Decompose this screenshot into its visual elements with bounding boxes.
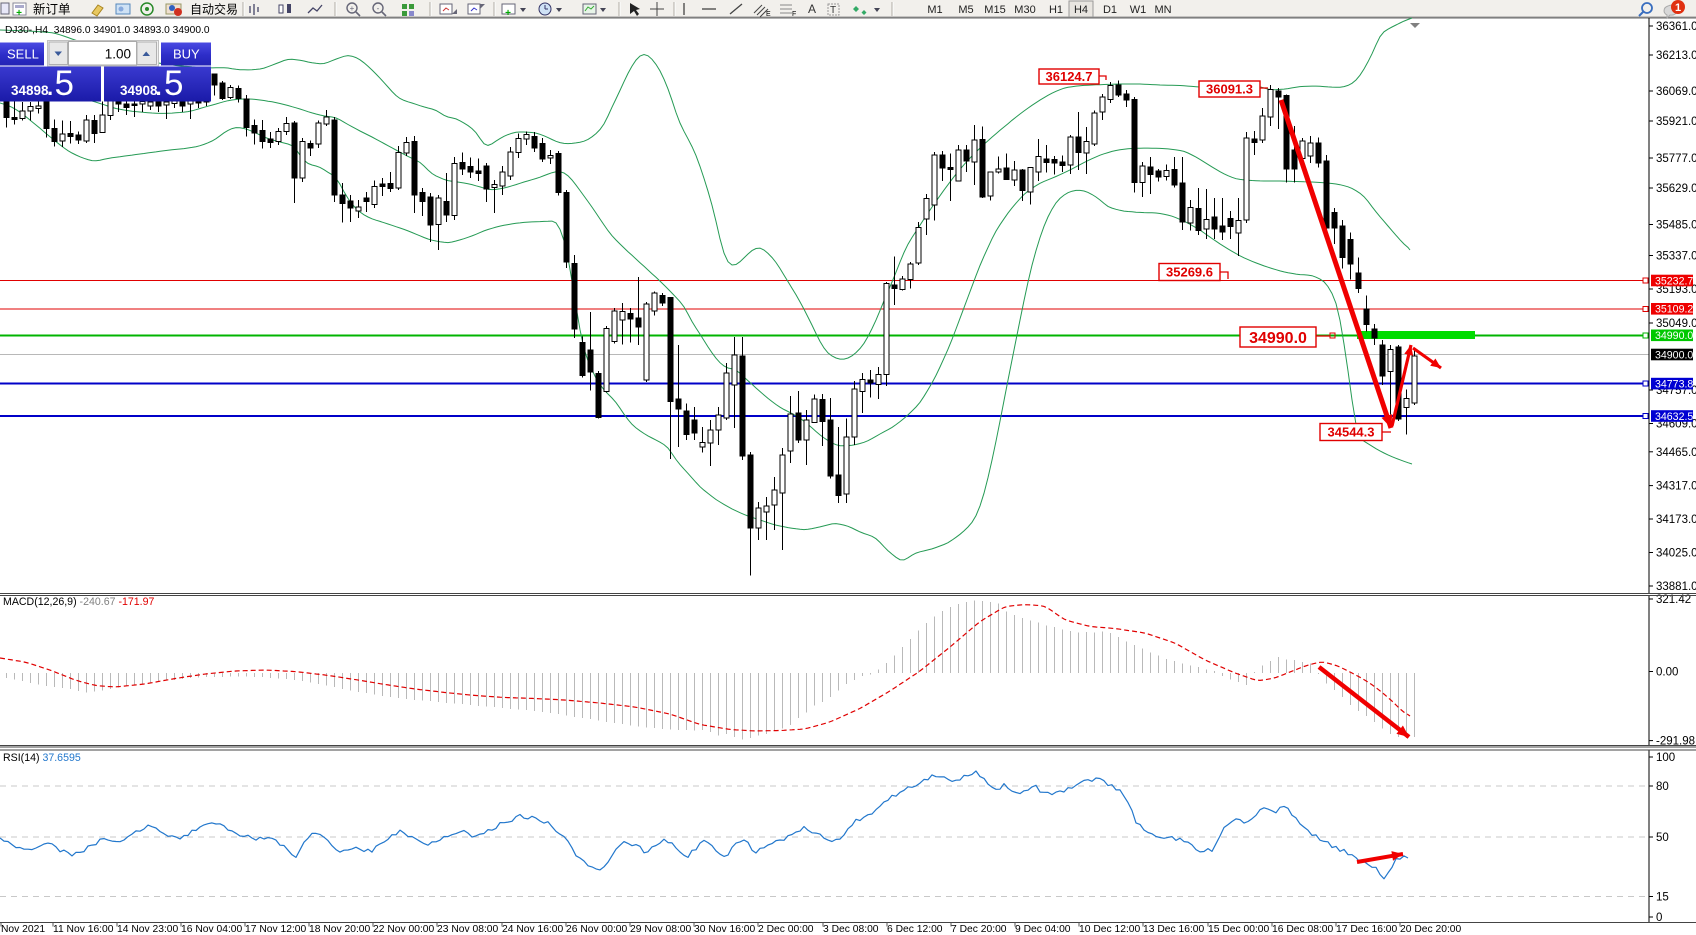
svg-text:35049.0: 35049.0	[1656, 318, 1696, 330]
svg-text:Nov 2021: Nov 2021	[1, 924, 45, 935]
svg-text:自动交易: 自动交易	[190, 2, 238, 17]
svg-text:33881.0: 33881.0	[1656, 581, 1696, 593]
svg-text:34465.0: 34465.0	[1656, 447, 1696, 459]
svg-text:36124.7: 36124.7	[1046, 69, 1093, 84]
svg-text:3 Dec 08:00: 3 Dec 08:00	[823, 924, 879, 935]
svg-text:36091.3: 36091.3	[1206, 82, 1253, 97]
svg-text:29 Nov 08:00: 29 Nov 08:00	[630, 924, 692, 935]
svg-text:34773.8: 34773.8	[1655, 378, 1693, 390]
svg-text:+: +	[350, 4, 355, 13]
svg-text:M15: M15	[984, 4, 1005, 16]
svg-text:D1: D1	[1103, 4, 1117, 16]
svg-text:16 Nov 04:00: 16 Nov 04:00	[181, 924, 243, 935]
svg-text:23 Nov 08:00: 23 Nov 08:00	[437, 924, 499, 935]
svg-text:M30: M30	[1014, 4, 1035, 16]
svg-text:14 Nov 23:00: 14 Nov 23:00	[117, 924, 179, 935]
svg-text:35629.0: 35629.0	[1656, 183, 1696, 195]
svg-text:35921.0: 35921.0	[1656, 116, 1696, 128]
svg-text:SELL: SELL	[7, 47, 39, 62]
svg-text:RSI(14) 37.6595: RSI(14) 37.6595	[3, 752, 81, 764]
svg-text:A: A	[808, 2, 816, 16]
svg-text:5: 5	[164, 64, 183, 103]
svg-text:34990.0: 34990.0	[1655, 330, 1693, 342]
svg-text:.: .	[47, 75, 53, 100]
svg-text:34317.0: 34317.0	[1656, 481, 1696, 493]
svg-text:0.00: 0.00	[1656, 667, 1678, 679]
svg-text:35232.7: 35232.7	[1655, 275, 1693, 287]
svg-text:+: +	[16, 8, 22, 19]
svg-text:W1: W1	[1130, 4, 1147, 16]
svg-text:0: 0	[1656, 912, 1662, 924]
svg-text:6 Dec 12:00: 6 Dec 12:00	[887, 924, 943, 935]
svg-text:+: +	[505, 8, 511, 19]
svg-text:15 Dec 00:00: 15 Dec 00:00	[1208, 924, 1270, 935]
svg-text:16 Dec 08:00: 16 Dec 08:00	[1272, 924, 1334, 935]
svg-text:H1: H1	[1049, 4, 1063, 16]
svg-text:34990.0: 34990.0	[1249, 330, 1307, 347]
svg-text:DJ30-,H4 34896.0 34901.0 3489: DJ30-,H4 34896.0 34901.0 34893.0 34900.0	[5, 25, 210, 36]
svg-text:30 Nov 16:00: 30 Nov 16:00	[694, 924, 756, 935]
svg-text:18 Nov 20:00: 18 Nov 20:00	[309, 924, 371, 935]
svg-text:H4: H4	[1074, 4, 1088, 16]
svg-text:321.42: 321.42	[1656, 594, 1691, 606]
svg-text:34173.0: 34173.0	[1656, 514, 1696, 526]
svg-text:T: T	[830, 5, 836, 16]
svg-text:E: E	[766, 11, 771, 18]
svg-text:36213.0: 36213.0	[1656, 50, 1696, 62]
svg-text:80: 80	[1656, 781, 1669, 793]
svg-text:-: -	[377, 4, 380, 13]
svg-text:20 Dec 20:00: 20 Dec 20:00	[1400, 924, 1462, 935]
svg-text:新订单: 新订单	[33, 2, 71, 17]
svg-text:9 Dec 04:00: 9 Dec 04:00	[1015, 924, 1071, 935]
svg-text:11 Nov 16:00: 11 Nov 16:00	[53, 924, 114, 935]
svg-text:M1: M1	[927, 4, 942, 16]
svg-text:35337.0: 35337.0	[1656, 251, 1696, 263]
svg-text:MN: MN	[1154, 4, 1171, 16]
svg-text:1: 1	[1675, 2, 1681, 14]
svg-text:22 Nov 00:00: 22 Nov 00:00	[373, 924, 435, 935]
svg-text:15: 15	[1656, 892, 1669, 904]
svg-text:34900.0: 34900.0	[1655, 349, 1693, 361]
svg-text:1.00: 1.00	[105, 47, 131, 62]
svg-text:50: 50	[1656, 832, 1669, 844]
svg-text:MACD(12,26,9) -240.67 -171.97: MACD(12,26,9) -240.67 -171.97	[3, 596, 154, 608]
svg-text:34908: 34908	[120, 83, 158, 98]
svg-text:34025.0: 34025.0	[1656, 548, 1696, 560]
svg-text:-291.98: -291.98	[1656, 736, 1695, 748]
svg-text:35269.6: 35269.6	[1166, 265, 1213, 280]
svg-text:35485.0: 35485.0	[1656, 220, 1696, 232]
svg-text:10 Dec 12:00: 10 Dec 12:00	[1079, 924, 1141, 935]
svg-text:17 Dec 16:00: 17 Dec 16:00	[1336, 924, 1398, 935]
svg-text:35777.0: 35777.0	[1656, 153, 1696, 165]
svg-text:35193.0: 35193.0	[1656, 284, 1696, 296]
svg-text:F: F	[792, 11, 796, 18]
svg-text:36361.0: 36361.0	[1656, 21, 1696, 33]
svg-text:24 Nov 16:00: 24 Nov 16:00	[502, 924, 564, 935]
svg-text:5: 5	[55, 64, 74, 103]
svg-text:13 Dec 16:00: 13 Dec 16:00	[1143, 924, 1205, 935]
svg-text:.: .	[156, 75, 162, 100]
svg-text:BUY: BUY	[173, 47, 200, 62]
svg-text:36069.0: 36069.0	[1656, 86, 1696, 98]
svg-text:100: 100	[1656, 752, 1675, 764]
svg-text:35109.2: 35109.2	[1655, 304, 1693, 316]
svg-text:17 Nov 12:00: 17 Nov 12:00	[245, 924, 307, 935]
svg-text:2 Dec 00:00: 2 Dec 00:00	[758, 924, 814, 935]
svg-text:26 Nov 00:00: 26 Nov 00:00	[566, 924, 628, 935]
svg-text:34544.3: 34544.3	[1328, 425, 1375, 440]
svg-text:34632.5: 34632.5	[1655, 411, 1693, 423]
svg-text:M5: M5	[958, 4, 973, 16]
svg-text:34898: 34898	[11, 83, 49, 98]
svg-text:7 Dec 20:00: 7 Dec 20:00	[951, 924, 1007, 935]
